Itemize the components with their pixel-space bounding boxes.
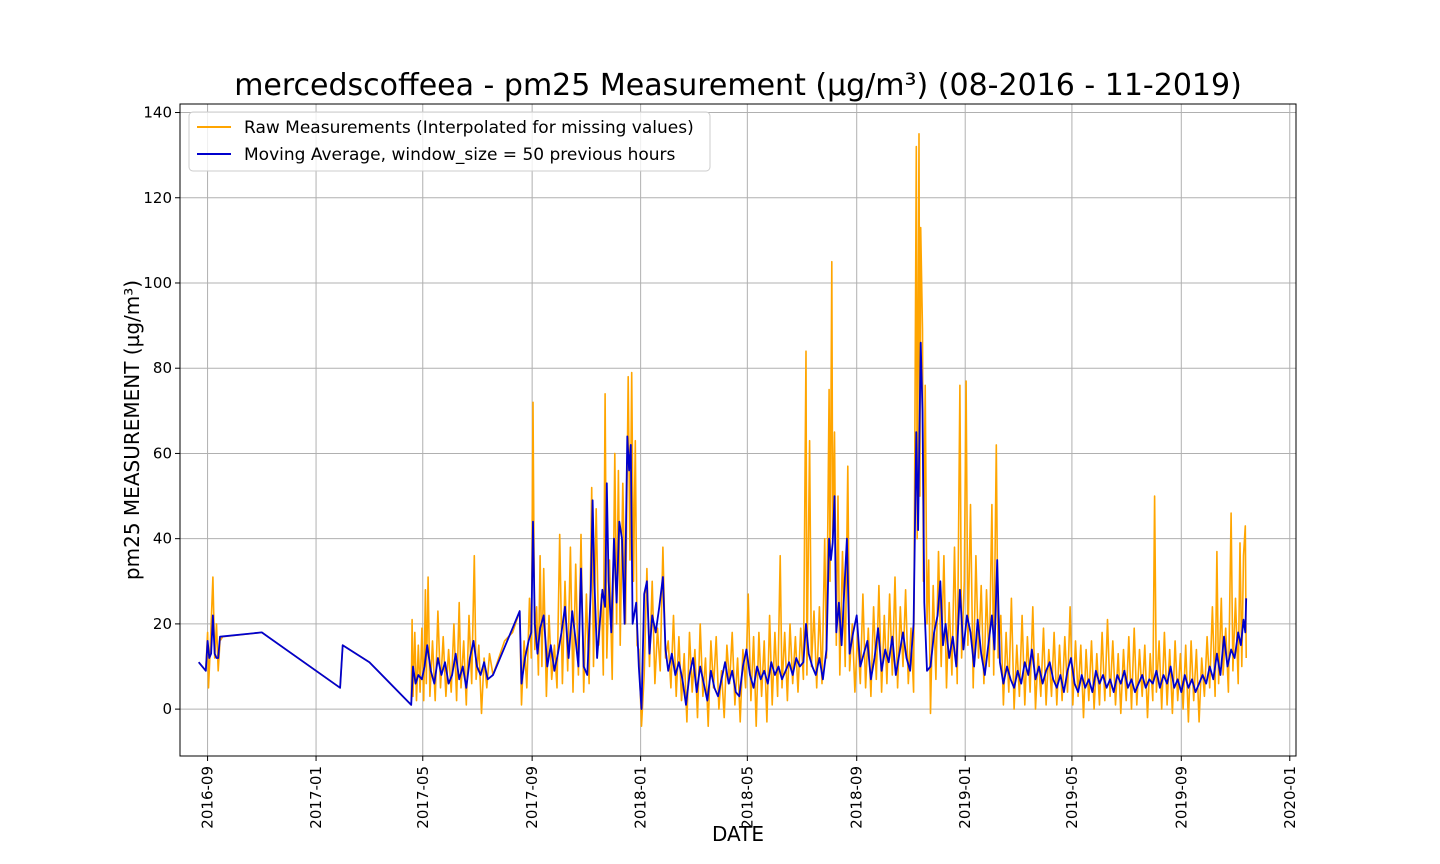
x-tick-label: 2020-01 [1281, 766, 1299, 829]
x-tick-label: 2017-01 [307, 766, 325, 829]
y-tick-label: 140 [143, 104, 172, 122]
x-tick-label: 2016-09 [199, 766, 217, 829]
x-tick-label: 2019-01 [956, 766, 974, 829]
y-tick-label: 40 [153, 530, 172, 548]
legend-box [188, 111, 711, 172]
plot-frame [179, 103, 1297, 757]
x-tick-label: 2019-09 [1172, 766, 1190, 829]
y-axis: 0 20 40 60 80 100 120 140 [143, 104, 180, 718]
x-tick-label: 2018-09 [848, 766, 866, 829]
y-tick-label: 0 [162, 700, 172, 718]
y-tick-label: 100 [143, 274, 172, 292]
y-tick-label: 20 [153, 615, 172, 633]
chart-grid [180, 104, 1296, 756]
x-tick-label: 2019-05 [1063, 766, 1081, 829]
x-axis: 2016-09 2017-01 2017-05 2017-09 2018-01 2018-… [199, 756, 1299, 829]
legend-label-raw: Raw Measurements (Interpolated for missi… [244, 118, 694, 138]
x-tick-label: 2017-05 [414, 766, 432, 829]
raw-measurements-line [198, 133, 1247, 728]
x-tick-label: 2017-09 [523, 766, 541, 829]
plot-area [198, 133, 1248, 728]
legend-label-moving-average: Moving Average, window_size = 50 previou… [244, 145, 676, 165]
moving-average-line [198, 341, 1248, 710]
chart-title: mercedscoffeea - pm25 Measurement (µg/m³… [234, 68, 1242, 103]
y-axis-label: pm25 MEASUREMENT (µg/m³) [120, 280, 144, 580]
series-layer [198, 133, 1248, 728]
x-tick-label: 2018-05 [738, 766, 756, 829]
y-tick-label: 60 [153, 444, 172, 462]
x-tick-label: 2018-01 [632, 766, 650, 829]
y-tick-label: 120 [143, 189, 172, 207]
y-tick-label: 80 [153, 359, 172, 377]
x-axis-label: DATE [712, 822, 764, 846]
legend: Raw Measurements (Interpolated for missi… [188, 111, 711, 172]
